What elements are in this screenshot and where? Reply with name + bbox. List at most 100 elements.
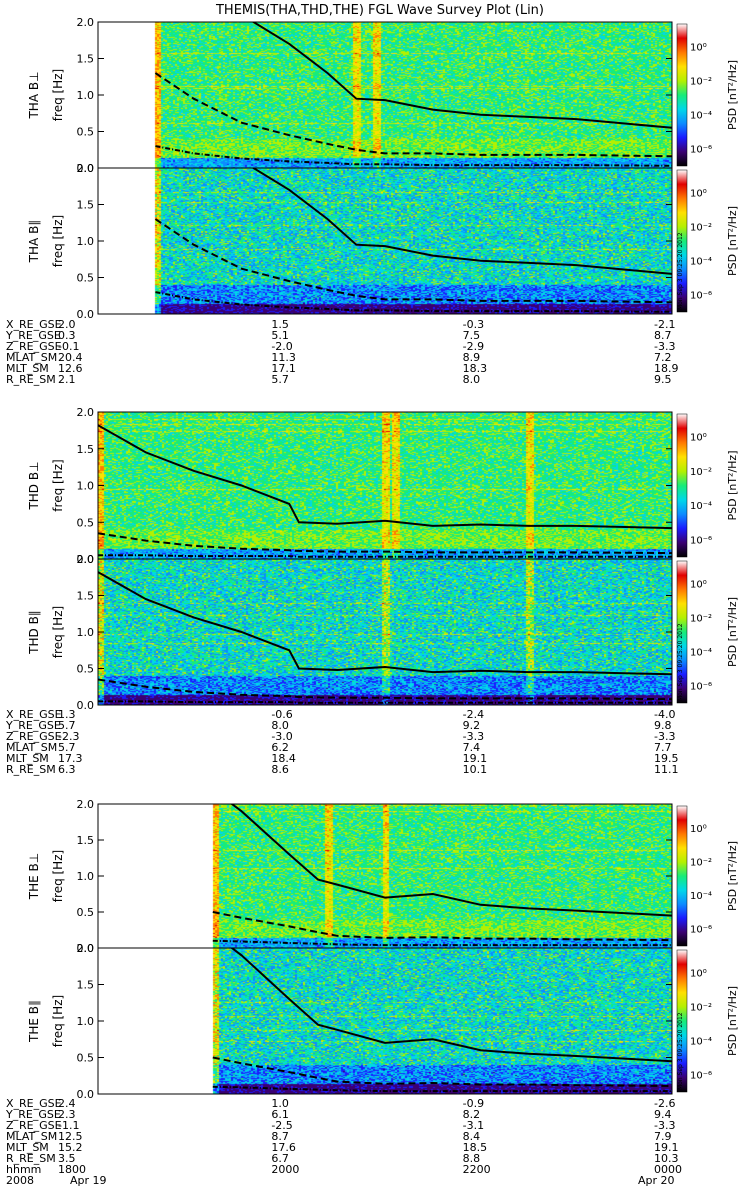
orbit-value: 0.3 bbox=[58, 329, 76, 342]
orbit-value: -2.5 bbox=[271, 1119, 292, 1132]
orbit-value: 1.3 bbox=[58, 708, 76, 721]
orbit-value: 5.1 bbox=[271, 329, 289, 342]
orbit-row-label: MLT_SM bbox=[6, 752, 49, 765]
colorbar-tick-label: 10⁰ bbox=[690, 824, 707, 835]
orbit-row-label: X_RE_GSE bbox=[6, 1097, 62, 1110]
orbit-row-label: R_RE_SM bbox=[6, 1152, 56, 1165]
y-tick-label: 2.0 bbox=[77, 798, 95, 811]
y-axis-units: freq [Hz] bbox=[51, 995, 65, 1047]
spectrogram-panel-the-par: 0.0 0.5 1.0 1.5 2.0 freq [Hz] THE B∥ 10⁰ 10⁻² 10⁻… bbox=[27, 942, 739, 1101]
colorbar-label: PSD [nT²/Hz] bbox=[726, 60, 739, 130]
colorbar-tick-label: 10⁻⁴ bbox=[690, 110, 712, 121]
orbit-value: -2.0 bbox=[271, 340, 292, 353]
orbit-value: -3.3 bbox=[654, 340, 675, 353]
spectrogram-panel-thd-perp: 0.0 0.5 1.0 1.5 2.0 freq [Hz] THD B⊥ 10⁰ 10⁻² 10⁻… bbox=[27, 406, 739, 566]
orbit-value: 17.3 bbox=[58, 752, 83, 765]
orbit-value: 8.6 bbox=[271, 763, 289, 776]
spectrogram-panel-tha-perp: 0.0 0.5 1.0 1.5 2.0 freq [Hz] THA B⊥ 10⁰ 10⁻² 10⁻… bbox=[27, 16, 739, 175]
orbit-value: 5.7 bbox=[58, 719, 76, 732]
figure-title: THEMIS(THA,THD,THE) FGL Wave Survey Plot… bbox=[215, 3, 544, 18]
y-tick-label: 1.0 bbox=[77, 480, 95, 493]
orbit-value: 6.3 bbox=[58, 763, 76, 776]
gyrofreq-line-f3 bbox=[98, 554, 672, 558]
colorbar-tick-label: 10⁰ bbox=[690, 579, 707, 590]
colorbar-label: PSD [nT²/Hz] bbox=[726, 986, 739, 1056]
y-tick-label: 0.0 bbox=[77, 308, 95, 321]
orbit-value: 17.6 bbox=[271, 1141, 296, 1154]
colorbar-tick-label: 10⁻⁶ bbox=[690, 535, 712, 546]
colorbar-tick-label: 10⁻⁶ bbox=[690, 681, 712, 692]
timestamp-stamp: Mon Sep 3 09:25:20 2012 bbox=[677, 623, 684, 701]
y-axis-label: THD B⊥ bbox=[27, 461, 41, 510]
y-tick-label: 1.0 bbox=[77, 89, 95, 102]
orbit-row-label: MLAT_SM bbox=[6, 351, 57, 364]
orbit-value: 9.4 bbox=[654, 1108, 672, 1121]
y-tick-label: 0.5 bbox=[77, 272, 95, 285]
colorbar-tick-label: 10⁻⁶ bbox=[690, 1070, 712, 1081]
orbit-value: 8.2 bbox=[463, 1108, 481, 1121]
orbit-value: 11.1 bbox=[654, 763, 679, 776]
y-tick-label: 2.0 bbox=[77, 16, 95, 29]
orbit-value: -3.3 bbox=[654, 1119, 675, 1132]
gyrofreq-line-f1 bbox=[98, 571, 672, 676]
orbit-row-label: MLAT_SM bbox=[6, 741, 57, 754]
orbit-row-label: MLT_SM bbox=[6, 1141, 49, 1154]
orbit-value: 8.8 bbox=[463, 1152, 481, 1165]
orbit-value: -4.0 bbox=[654, 708, 675, 721]
orbit-value: 5.7 bbox=[271, 373, 289, 386]
colorbar-tick-label: 10⁻⁶ bbox=[690, 290, 712, 301]
y-tick-label: 1.0 bbox=[77, 235, 95, 248]
colorbar bbox=[676, 169, 688, 313]
orbit-row-label: Y_RE_GSE bbox=[5, 329, 61, 342]
orbit-row-label: MLT_SM bbox=[6, 362, 49, 375]
orbit-value: 18.4 bbox=[271, 752, 296, 765]
timestamp-stamp: Mon Sep 3 09:25:20 2012 bbox=[677, 1012, 684, 1090]
spectrogram-panel-tha-par: 0.0 0.5 1.0 1.5 2.0 freq [Hz] THA B∥ 10⁰ 10⁻² 10⁻… bbox=[27, 162, 739, 321]
orbit-value: 12.6 bbox=[58, 362, 83, 375]
spectrogram-panel-thd-par: 0.0 0.5 1.0 1.5 2.0 freq [Hz] THD B∥ 10⁰ 10⁻² 10⁻… bbox=[27, 553, 739, 712]
orbit-value: -2.4 bbox=[463, 708, 484, 721]
orbit-value: 9.2 bbox=[463, 719, 481, 732]
spectrogram-image bbox=[98, 948, 672, 1094]
orbit-value: 7.9 bbox=[654, 1130, 672, 1143]
y-tick-label: 1.0 bbox=[77, 870, 95, 883]
time-tick-hhmm: 2200 bbox=[463, 1163, 491, 1176]
spectrogram-image bbox=[98, 168, 672, 314]
y-tick-label: 2.0 bbox=[77, 553, 95, 566]
orbit-row-label: Y_RE_GSE bbox=[5, 719, 61, 732]
orbit-value: 9.8 bbox=[654, 719, 672, 732]
orbit-value: 2.1 bbox=[58, 373, 76, 386]
colorbar-tick-label: 10⁻⁴ bbox=[690, 1036, 712, 1047]
y-tick-label: 0.0 bbox=[77, 699, 95, 712]
orbit-value: 20.4 bbox=[58, 351, 83, 364]
colorbar-tick-label: 10⁻² bbox=[690, 76, 712, 87]
y-tick-label: 1.5 bbox=[77, 199, 95, 212]
orbit-value: 8.7 bbox=[271, 1130, 289, 1143]
time-tick-date: Apr 19 bbox=[70, 1174, 107, 1187]
orbit-value: 18.5 bbox=[463, 1141, 488, 1154]
y-tick-label: 2.0 bbox=[77, 406, 95, 419]
orbit-value: -3.3 bbox=[654, 730, 675, 743]
y-axis-label: THD B∥ bbox=[27, 610, 41, 655]
colorbar-tick-label: 10⁻² bbox=[690, 858, 712, 869]
orbit-value: 8.7 bbox=[654, 329, 672, 342]
y-axis-units: freq [Hz] bbox=[51, 606, 65, 658]
y-tick-label: 0.0 bbox=[77, 1088, 95, 1101]
gyrofreq-line-f3 bbox=[212, 1085, 672, 1093]
gyrofreq-line-f1 bbox=[98, 424, 672, 530]
colorbar-tick-label: 10⁻⁴ bbox=[690, 256, 712, 267]
gyrofreq-line-f2 bbox=[154, 218, 672, 304]
y-tick-label: 0.0 bbox=[77, 553, 95, 566]
orbit-value: 6.2 bbox=[271, 741, 289, 754]
orbit-row-label: X_RE_GSE bbox=[6, 318, 62, 331]
orbit-value: -0.3 bbox=[463, 318, 484, 331]
colorbar-tick-label: 10⁻⁶ bbox=[690, 925, 712, 936]
orbit-value: 5.7 bbox=[58, 741, 76, 754]
orbit-value: 7.5 bbox=[463, 329, 481, 342]
y-axis-units: freq [Hz] bbox=[51, 850, 65, 902]
orbit-value: 2.3 bbox=[58, 1108, 76, 1121]
time-tick-date: Apr 20 bbox=[638, 1174, 675, 1187]
orbit-value: 7.4 bbox=[463, 741, 481, 754]
